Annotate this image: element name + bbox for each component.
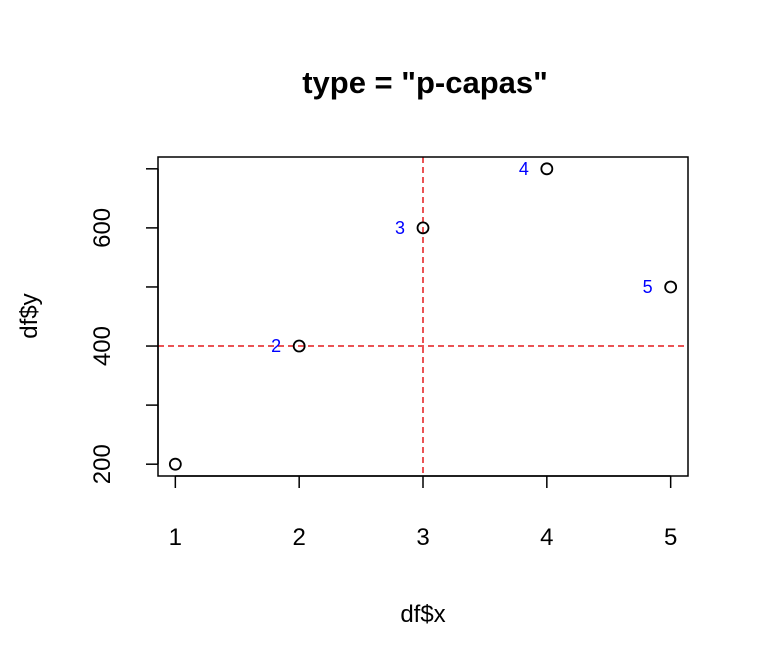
y-axis-label: df$y (16, 293, 43, 338)
point-label: 2 (271, 336, 281, 356)
point-label: 4 (519, 159, 529, 179)
x-tick-label: 5 (664, 524, 677, 551)
data-point (168, 457, 182, 471)
point-label: 5 (643, 277, 653, 297)
data-point (540, 162, 554, 176)
data-point (292, 339, 306, 353)
x-axis-label: df$x (400, 601, 445, 628)
plot-area: 2 3 4 5 (158, 157, 688, 476)
x-axis: 1 2 3 4 5 (169, 475, 677, 551)
data-point (416, 221, 430, 235)
y-tick-label: 600 (89, 208, 116, 248)
chart-title: type = "p-capas" (302, 65, 548, 100)
y-axis: 200 400 600 (89, 168, 159, 484)
y-tick-label: 200 (89, 444, 116, 484)
x-tick-label: 2 (292, 524, 305, 551)
y-tick-label: 400 (89, 326, 116, 366)
data-point (664, 280, 678, 294)
x-tick-label: 4 (540, 524, 553, 551)
point-label: 3 (395, 218, 405, 238)
x-tick-label: 1 (169, 524, 182, 551)
x-tick-label: 3 (416, 524, 429, 551)
